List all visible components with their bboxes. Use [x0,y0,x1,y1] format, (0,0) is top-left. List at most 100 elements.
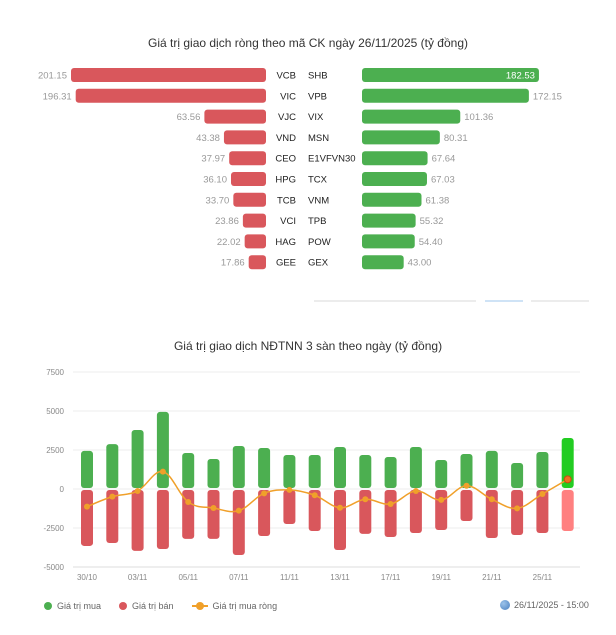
sell-ticker-label: CEO [275,154,296,165]
sell-ticker-label: HAG [275,237,296,248]
buy-bar-pow [362,234,415,249]
chart-legend: Giá trị mua Giá trị bán Giá trị mua ròng [44,601,277,611]
sell-bar [81,490,93,546]
chart-tab-indicator-3[interactable] [531,300,589,302]
buy-legend-marker [44,602,52,610]
sell-value-label: 37.97 [201,154,225,165]
sell-bar [485,490,498,538]
sell-ticker-label: VCI [280,216,296,227]
net-buy-point [438,496,445,503]
sell-value-label: 196.31 [43,91,72,102]
sell-bar [384,490,397,538]
sell-bar [409,490,422,533]
buy-bar [435,459,448,488]
buy-ticker-label: POW [308,237,331,248]
sell-value-label: 33.70 [206,195,230,206]
buy-bar-tpb [362,213,416,228]
net-buy-point [514,505,521,512]
sell-ticker-label: TCB [277,195,296,206]
update-timestamp: 26/11/2025 - 15:00 [500,600,589,610]
buy-bar-e1vfvn30 [362,151,428,166]
net-value-by-ticker-chart: 201.15 VCB 196.31 VIC 63.56 VJC 43.38 VND 37.97 C… [38,68,562,270]
y-tick-label: 2500 [46,446,64,455]
sell-value-label: 201.15 [38,71,67,82]
x-tick-label: 30/10 [77,573,98,582]
buy-bar [359,454,372,488]
net-buy-point [134,488,141,495]
buy-bar [334,447,346,488]
buy-value-label: 55.32 [420,216,444,227]
x-tick-label: 25/11 [533,573,553,582]
sell-bar [232,490,245,555]
timestamp-text: 26/11/2025 - 15:00 [514,600,589,610]
buy-value-label: 172.15 [533,91,562,102]
buy-value-label: 101.36 [464,112,493,123]
y-tick-label: 0 [60,485,65,494]
net-buy-point [387,500,394,507]
net-buy-point [210,505,217,512]
legend-item-buy[interactable]: Giá trị mua [44,601,101,611]
net-buy-point [563,475,572,484]
net-buy-point [362,496,369,503]
sell-bar [460,490,473,521]
buy-bar [232,445,245,488]
sell-bar [207,490,220,539]
foreign-trading-chart-title: Giá trị giao dịch NĐTNN 3 sàn theo ngày … [173,339,443,353]
buy-bar [308,454,321,488]
net-buy-point [84,503,90,510]
net-buy-point [412,488,419,495]
sell-value-label: 36.10 [203,175,227,186]
buy-value-label: 80.31 [444,133,468,144]
buy-bar [384,457,397,488]
buy-bar [536,452,549,488]
net-buy-point [261,490,268,497]
legend-item-net[interactable]: Giá trị mua ròng [191,601,278,611]
buy-bar [258,447,271,488]
legend-label-buy: Giá trị mua [57,601,102,611]
net-buy-point [109,493,116,500]
sell-value-label: 17.86 [221,258,245,269]
buy-ticker-label: E1VFVN30 [308,154,356,165]
buy-bar-tcx [362,172,427,186]
sell-bar-hag [244,234,266,249]
buy-bar [156,411,169,488]
legend-item-sell[interactable]: Giá trị bán [119,601,174,611]
net-buy-point [337,504,343,511]
x-tick-label: 19/11 [431,573,451,582]
x-tick-label: 21/11 [482,573,502,582]
buy-bar-msn [362,130,440,145]
net-buy-point [185,498,192,505]
net-buy-point [539,490,546,497]
buy-value-label: 67.03 [431,175,455,186]
sell-bar-vnd [223,130,266,145]
net-value-chart-title: Giá trị giao dịch ròng theo mã CK ngày 2… [148,36,468,50]
net-legend-marker [191,602,208,610]
buy-ticker-label: VIX [308,112,324,123]
buy-value-label: 61.38 [426,195,450,206]
chart-tab-indicator-1[interactable] [314,300,476,302]
x-tick-label: 11/11 [280,573,299,582]
buy-value-label: 43.00 [408,258,432,269]
sell-bar [435,490,448,531]
sell-bar-vci [242,213,266,228]
sell-bar-tcb [233,192,266,207]
foreign-trading-by-day-chart: 7500 5000 2500 0 -2500 -5000 30/10 03/11 05/11 07… [44,368,580,582]
buy-bar [511,462,524,488]
y-tick-label: -5000 [44,563,65,572]
x-tick-label: 07/11 [229,573,249,582]
y-tick-label: -2500 [44,524,65,533]
y-tick-label: 5000 [46,407,64,416]
buy-bar-shb [362,68,539,82]
buy-ticker-label: TCX [308,175,328,186]
buy-bar [81,450,93,488]
sell-bar [131,490,144,551]
sell-bar-vcb [71,68,266,82]
chart-tab-indicator-2[interactable] [485,300,523,302]
sell-bar [106,490,119,543]
buy-bar-vnm [362,192,422,207]
sell-bar [359,490,372,534]
buy-bar [207,459,220,488]
buy-bar [106,444,119,488]
buy-ticker-label: VPB [308,91,327,102]
legend-label-net: Giá trị mua ròng [212,601,278,611]
